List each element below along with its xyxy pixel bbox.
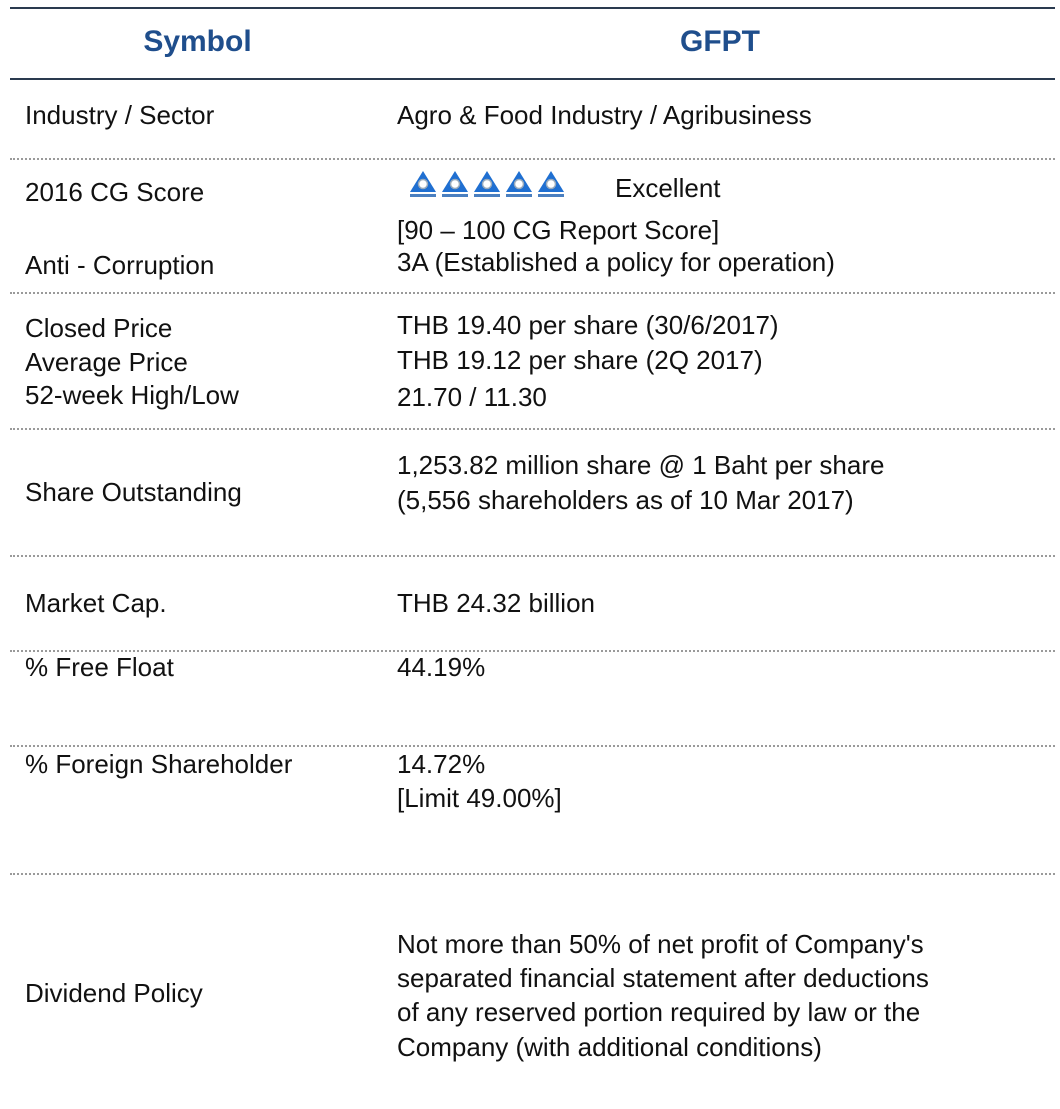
row-value: of any reserved portion required by law … (397, 997, 921, 1027)
row-value: Agro & Food Industry / Agribusiness (397, 100, 812, 130)
row-label: 2016 CG Score (25, 177, 205, 207)
row-value: 21.70 / 11.30 (397, 382, 547, 412)
row-value: Excellent (615, 173, 721, 203)
row-label: Average Price (25, 347, 188, 377)
row-label: Dividend Policy (25, 978, 203, 1008)
row-separator (10, 158, 1055, 160)
header-symbol: Symbol (143, 25, 252, 58)
row-separator (10, 555, 1055, 557)
row-label: Anti - Corruption (25, 250, 215, 280)
row-separator (10, 650, 1055, 652)
row-separator (10, 745, 1055, 747)
row-label: Industry / Sector (25, 100, 215, 130)
row-separator (10, 428, 1055, 430)
row-value: [90 – 100 CG Report Score] (397, 215, 720, 245)
row-value: Not more than 50% of net profit of Compa… (397, 929, 924, 959)
row-value: 1,253.82 million share @ 1 Baht per shar… (397, 450, 885, 480)
row-label: 52-week High/Low (25, 380, 239, 410)
row-label: Share Outstanding (25, 477, 242, 507)
row-label: Market Cap. (25, 588, 167, 618)
header-value: GFPT (680, 25, 760, 58)
row-value: separated financial statement after dedu… (397, 963, 929, 993)
header-top-rule (10, 7, 1055, 9)
row-value: 3A (Established a policy for operation) (397, 247, 835, 277)
row-separator (10, 292, 1055, 294)
row-value: 14.72% (397, 749, 486, 779)
row-value: [Limit 49.00%] (397, 783, 562, 813)
row-separator (10, 873, 1055, 875)
row-value: (5,556 shareholders as of 10 Mar 2017) (397, 485, 854, 515)
row-value: THB 19.12 per share (2Q 2017) (397, 345, 763, 375)
row-value: THB 19.40 per share (30/6/2017) (397, 310, 779, 340)
header-bottom-rule (10, 78, 1055, 80)
row-label: Closed Price (25, 313, 173, 343)
row-value: 44.19% (397, 652, 486, 682)
cg-stars (410, 171, 564, 197)
row-label: % Free Float (25, 652, 174, 682)
row-value: Company (with additional conditions) (397, 1032, 822, 1062)
row-value: THB 24.32 billion (397, 588, 595, 618)
row-label: % Foreign Shareholder (25, 749, 293, 779)
